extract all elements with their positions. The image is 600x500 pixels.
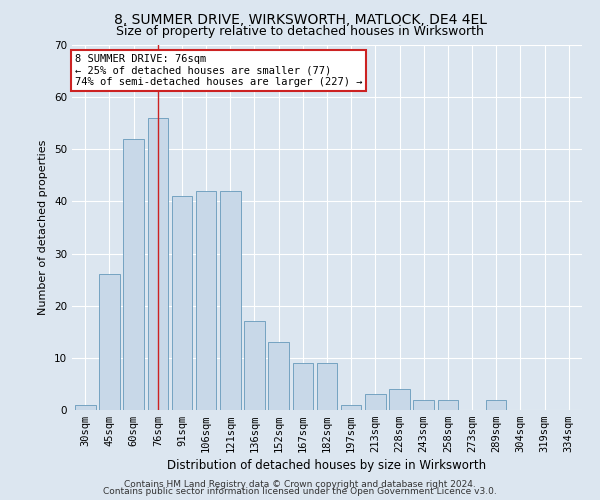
Y-axis label: Number of detached properties: Number of detached properties <box>38 140 49 315</box>
Text: 8, SUMMER DRIVE, WIRKSWORTH, MATLOCK, DE4 4EL: 8, SUMMER DRIVE, WIRKSWORTH, MATLOCK, DE… <box>113 12 487 26</box>
Bar <box>413 400 434 410</box>
Bar <box>99 274 120 410</box>
Bar <box>148 118 168 410</box>
Bar <box>268 342 289 410</box>
Bar <box>365 394 386 410</box>
Bar <box>244 322 265 410</box>
Text: 8 SUMMER DRIVE: 76sqm
← 25% of detached houses are smaller (77)
74% of semi-deta: 8 SUMMER DRIVE: 76sqm ← 25% of detached … <box>74 54 362 88</box>
Bar <box>124 139 144 410</box>
Text: Size of property relative to detached houses in Wirksworth: Size of property relative to detached ho… <box>116 25 484 38</box>
Text: Contains public sector information licensed under the Open Government Licence v3: Contains public sector information licen… <box>103 488 497 496</box>
Bar <box>486 400 506 410</box>
Bar <box>196 191 217 410</box>
Bar <box>293 363 313 410</box>
Bar <box>75 405 95 410</box>
Bar <box>172 196 192 410</box>
X-axis label: Distribution of detached houses by size in Wirksworth: Distribution of detached houses by size … <box>167 460 487 472</box>
Bar <box>389 389 410 410</box>
Text: Contains HM Land Registry data © Crown copyright and database right 2024.: Contains HM Land Registry data © Crown c… <box>124 480 476 489</box>
Bar <box>317 363 337 410</box>
Bar <box>220 191 241 410</box>
Bar <box>437 400 458 410</box>
Bar <box>341 405 361 410</box>
